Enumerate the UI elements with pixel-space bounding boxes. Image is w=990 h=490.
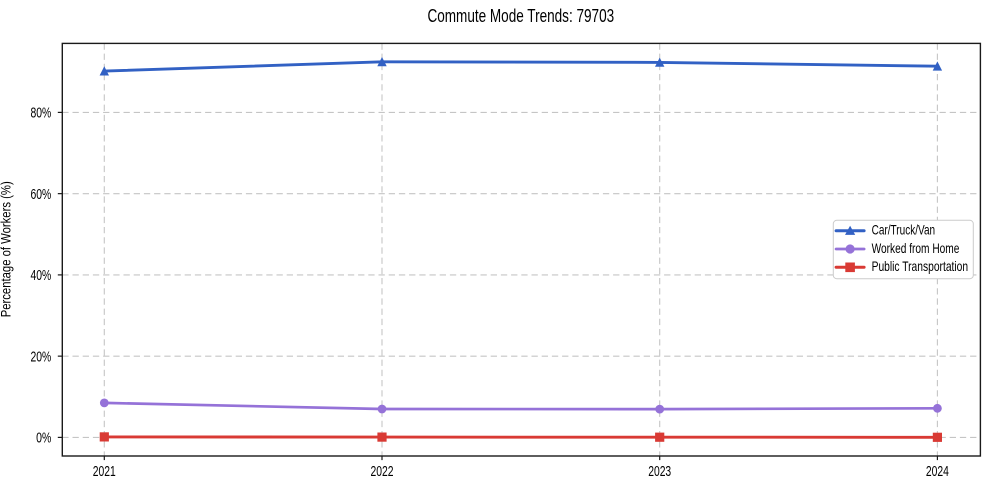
svg-text:Commute Mode Trends: 79703: Commute Mode Trends: 79703 [427, 6, 614, 26]
svg-text:2023: 2023 [648, 464, 671, 480]
svg-text:80%: 80% [31, 106, 52, 122]
svg-text:2021: 2021 [93, 464, 116, 480]
svg-text:20%: 20% [31, 349, 52, 365]
svg-text:40%: 40% [31, 268, 52, 284]
svg-text:2022: 2022 [371, 464, 394, 480]
svg-text:Public Transportation: Public Transportation [872, 259, 969, 274]
svg-text:Car/Truck/Van: Car/Truck/Van [872, 223, 936, 238]
svg-text:Worked from Home: Worked from Home [872, 241, 960, 256]
svg-text:2024: 2024 [926, 464, 949, 480]
svg-text:0%: 0% [36, 431, 51, 447]
svg-text:Percentage of Workers (%): Percentage of Workers (%) [0, 181, 14, 317]
svg-text:60%: 60% [31, 187, 52, 203]
